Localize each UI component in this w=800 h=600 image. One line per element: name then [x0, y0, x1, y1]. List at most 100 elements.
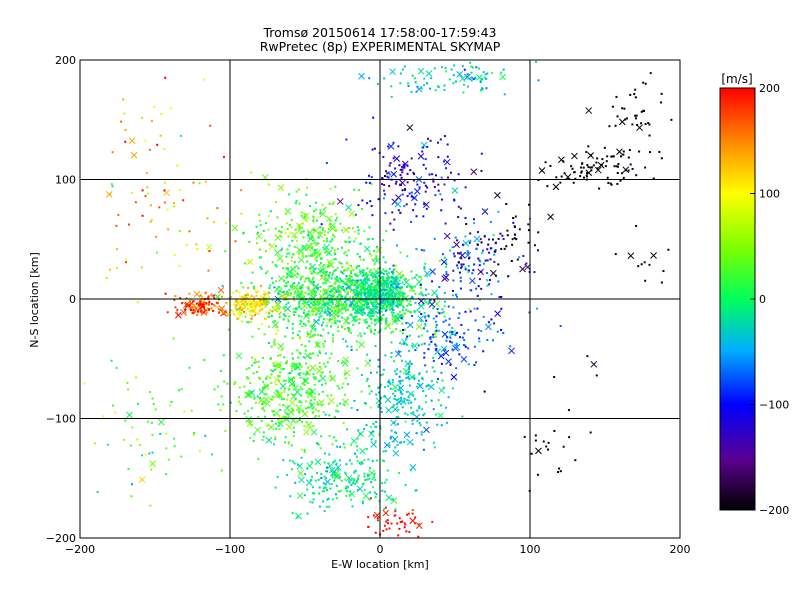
data-point [410, 362, 413, 365]
data-point-x [138, 476, 146, 484]
data-point [313, 396, 316, 399]
data-point [502, 332, 505, 335]
data-point [443, 315, 446, 318]
data-point [397, 398, 400, 401]
data-point [503, 93, 506, 96]
data-point [380, 318, 383, 321]
data-point [338, 459, 341, 462]
data-point [458, 353, 461, 356]
data-point [390, 429, 393, 432]
data-point [307, 371, 310, 374]
data-point [361, 462, 364, 465]
data-point [427, 302, 430, 305]
data-point [389, 301, 392, 304]
data-point [380, 410, 383, 413]
data-point [315, 244, 318, 247]
data-point [392, 300, 395, 303]
data-point [545, 445, 548, 448]
data-point [410, 311, 413, 314]
data-point [204, 292, 207, 295]
data-point [324, 282, 327, 285]
data-point [335, 493, 338, 496]
data-point-x [441, 275, 448, 282]
data-point-x [313, 298, 321, 306]
data-point [309, 500, 312, 503]
data-point [298, 225, 301, 228]
data-point [486, 338, 489, 341]
data-point [319, 296, 322, 299]
data-point [356, 308, 359, 311]
data-point [346, 308, 349, 311]
data-point [300, 214, 303, 217]
data-point [350, 272, 353, 275]
data-point [372, 249, 375, 252]
data-point [324, 297, 327, 300]
data-point [328, 434, 331, 437]
data-point [300, 293, 303, 296]
data-point [357, 204, 360, 207]
data-point [466, 73, 469, 76]
data-point [394, 294, 397, 297]
data-point [364, 402, 367, 405]
data-point [346, 486, 349, 489]
data-point [396, 286, 399, 289]
data-point [328, 227, 331, 230]
data-point [323, 510, 326, 513]
data-point [403, 440, 406, 443]
data-point [335, 409, 338, 412]
data-point [343, 446, 346, 449]
data-point [271, 310, 274, 313]
data-point [472, 218, 475, 221]
data-point [484, 259, 487, 262]
data-point [350, 275, 353, 278]
data-point [331, 247, 334, 250]
data-point [148, 452, 151, 455]
data-point-x [205, 243, 213, 251]
data-point [203, 301, 206, 304]
data-point-x [464, 73, 471, 81]
data-point [151, 397, 154, 400]
data-point [367, 385, 370, 388]
data-point [308, 320, 311, 323]
data-point [283, 285, 286, 288]
x-tick-label: 0 [377, 543, 384, 556]
data-point [358, 282, 361, 285]
data-point [287, 281, 290, 284]
data-point [391, 294, 394, 297]
data-point-x [440, 258, 448, 266]
data-point [353, 470, 356, 473]
data-point [635, 224, 638, 227]
data-point [367, 458, 370, 461]
data-point-x [423, 426, 430, 434]
data-point [281, 260, 284, 263]
data-point [348, 274, 351, 277]
data-point [233, 382, 236, 385]
data-point [640, 110, 643, 113]
data-point [355, 297, 358, 300]
data-point [159, 134, 162, 137]
data-point [420, 286, 423, 289]
data-point [322, 328, 325, 331]
data-point [293, 313, 296, 316]
data-point [258, 256, 261, 259]
data-point [451, 246, 454, 249]
data-point-x [394, 200, 402, 208]
data-point [192, 300, 195, 303]
data-point [634, 96, 637, 99]
data-point [284, 411, 287, 414]
data-point [344, 294, 347, 297]
data-point [489, 258, 492, 261]
data-point [203, 311, 206, 314]
data-point [300, 343, 303, 346]
data-point [371, 305, 374, 308]
data-point [278, 428, 281, 431]
data-point [438, 286, 441, 289]
data-point-x [245, 415, 253, 423]
data-point [330, 483, 333, 486]
data-point-x [298, 476, 305, 484]
data-point [246, 321, 249, 324]
data-point [255, 291, 258, 294]
data-point [503, 247, 506, 250]
data-point [317, 319, 320, 322]
data-point [310, 242, 313, 245]
